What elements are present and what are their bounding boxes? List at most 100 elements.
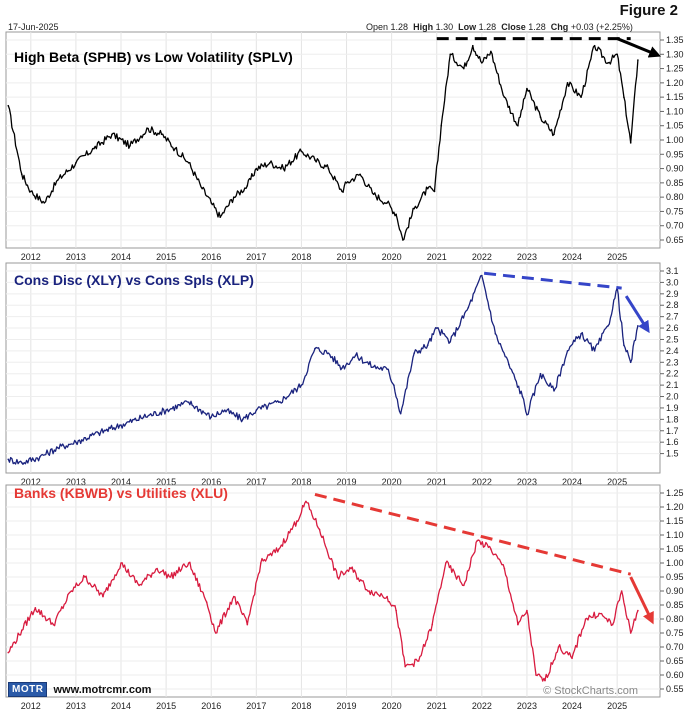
data-point: [566, 350, 569, 352]
trend-arrow: [616, 37, 662, 58]
data-point: [219, 216, 222, 218]
data-point: [341, 367, 343, 369]
data-point: [70, 590, 73, 592]
x-tick-label: 2022: [472, 701, 492, 711]
y-tick-label: 1.20: [666, 78, 684, 88]
y-tick-label: 1.6: [666, 437, 679, 447]
trend-arrow: [629, 576, 654, 625]
data-point: [616, 53, 618, 56]
data-point: [449, 340, 452, 343]
y-tick-label: 1.30: [666, 49, 684, 59]
brand: MOTR www.motrcmr.com: [8, 682, 151, 697]
y-tick-label: 0.75: [666, 628, 684, 638]
x-tick-label: 2023: [517, 701, 537, 711]
y-tick-label: 1.05: [666, 121, 684, 131]
data-point: [34, 607, 37, 609]
data-point: [598, 612, 600, 615]
y-tick-label: 2.2: [666, 369, 679, 379]
data-point: [255, 167, 258, 170]
data-point: [269, 162, 271, 164]
data-point: [205, 601, 208, 603]
x-tick-label: 2023: [517, 252, 537, 262]
data-point: [449, 53, 452, 56]
data-point: [593, 44, 596, 47]
data-point: [345, 182, 348, 184]
panel-title: Banks (KBWB) vs Utilities (XLU): [14, 485, 228, 501]
data-point: [359, 173, 361, 176]
close-value: 1.28: [528, 22, 546, 32]
data-point: [467, 306, 470, 309]
y-tick-label: 0.90: [666, 586, 684, 596]
x-tick-label: 2015: [156, 701, 176, 711]
panel-title: Cons Disc (XLY) vs Cons Spls (XLP): [14, 272, 254, 288]
data-point: [260, 562, 262, 564]
low-value: 1.28: [478, 22, 497, 32]
data-point: [629, 632, 632, 634]
x-tick-label: 2013: [66, 252, 86, 262]
x-tick-label: 2016: [201, 477, 221, 487]
data-point: [314, 159, 316, 161]
y-tick-label: 2.5: [666, 334, 679, 344]
data-point: [75, 162, 77, 164]
data-point: [553, 390, 555, 392]
data-point: [629, 142, 632, 144]
data-point: [544, 679, 546, 682]
y-tick-label: 1.15: [666, 516, 684, 526]
panel-3: 2012 2013 2014 2015 2016 2017 2018 2019 2020 2021…: [5, 484, 684, 711]
chg-label: Chg: [550, 22, 569, 32]
data-point: [341, 190, 343, 193]
y-tick-label: 0.95: [666, 149, 684, 159]
data-point: [93, 147, 95, 150]
data-point: [232, 595, 235, 598]
data-point: [413, 352, 415, 354]
data-point: [7, 104, 10, 107]
data-point: [300, 384, 303, 386]
data-point: [386, 368, 388, 370]
data-point: [39, 456, 41, 458]
data-point: [431, 623, 434, 626]
data-point: [526, 413, 528, 416]
data-point: [481, 62, 483, 64]
x-tick-label: 2014: [111, 252, 131, 262]
x-tick-label: 2025: [607, 477, 627, 487]
data-point: [278, 548, 280, 550]
data-point: [395, 609, 397, 612]
panel-2: 2012 2013 2014 2015 2016 2017 2018 2019 2020 2021…: [5, 262, 679, 487]
data-point: [187, 162, 190, 164]
data-point: [147, 127, 149, 130]
y-tick-label: 2.4: [666, 346, 679, 356]
data-point: [52, 623, 55, 626]
y-tick-label: 0.70: [666, 221, 684, 231]
y-tick-label: 2.9: [666, 289, 679, 299]
data-point: [138, 584, 140, 587]
y-tick-label: 1.5: [666, 449, 679, 459]
high-value: 1.30: [435, 22, 454, 32]
y-tick-label: 2.8: [666, 300, 679, 310]
data-point: [156, 567, 158, 570]
chart-date: 17-Jun-2025: [8, 22, 59, 32]
y-tick-label: 1.8: [666, 414, 679, 424]
y-tick-label: 0.85: [666, 178, 684, 188]
data-point: [393, 384, 395, 386]
data-point: [282, 167, 285, 170]
data-point: [490, 548, 492, 550]
series-line: [7, 500, 639, 682]
y-tick-label: 3.1: [666, 266, 679, 276]
y-tick-label: 2.3: [666, 357, 679, 367]
data-point: [386, 595, 388, 598]
data-point: [278, 401, 280, 404]
y-tick-label: 3.0: [666, 277, 679, 287]
data-point: [57, 179, 59, 181]
y-tick-label: 0.60: [666, 670, 684, 680]
brand-url[interactable]: www.motrcmr.com: [53, 683, 152, 696]
data-point: [503, 96, 506, 98]
data-point: [584, 618, 587, 620]
data-point: [508, 363, 510, 366]
y-tick-label: 0.65: [666, 235, 684, 245]
data-point: [553, 133, 555, 136]
x-tick-label: 2018: [291, 252, 311, 262]
y-tick-label: 1.05: [666, 544, 684, 554]
x-tick-label: 2016: [201, 701, 221, 711]
x-tick-label: 2023: [517, 477, 537, 487]
